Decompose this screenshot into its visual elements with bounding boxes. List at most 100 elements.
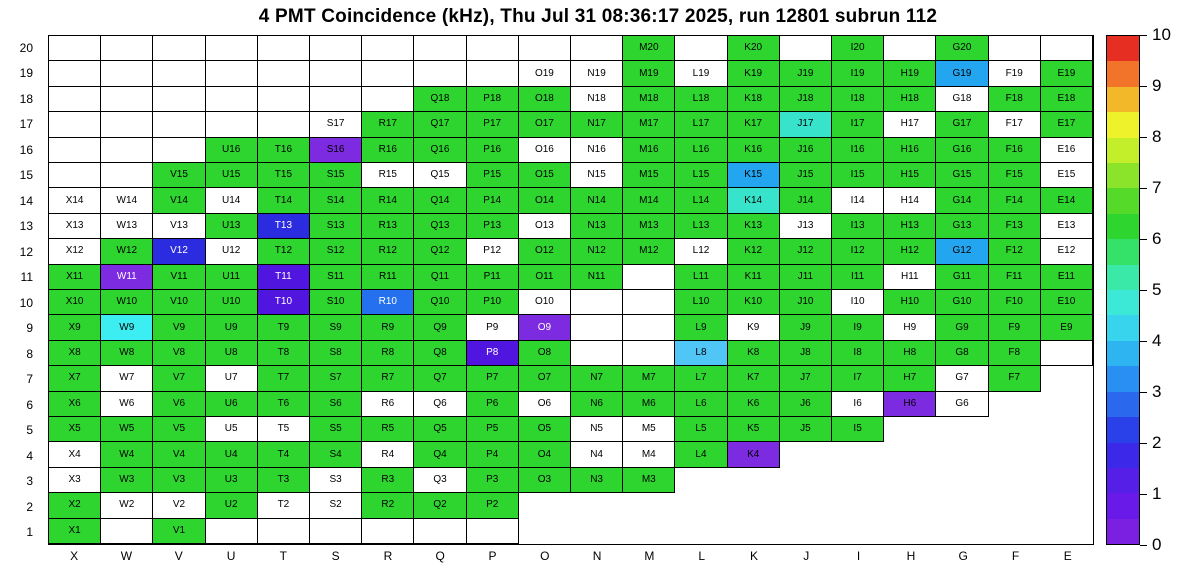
heatmap-cell-V11: V11 xyxy=(153,264,206,290)
heatmap-cell-J5: J5 xyxy=(779,416,832,443)
heatmap-cell-empty xyxy=(310,36,363,62)
no-cell xyxy=(1040,493,1093,519)
colorbar-tick-labels: 0 1 2 3 4 5 6 7 8 9 10 xyxy=(1152,25,1194,554)
heatmap-cell-S12: S12 xyxy=(310,239,363,265)
no-cell xyxy=(779,442,832,468)
heatmap-cell-R15: R15 xyxy=(362,162,415,189)
colorbar-segment xyxy=(1107,442,1139,468)
heatmap-cell-empty xyxy=(153,112,206,138)
heatmap-cell-empty xyxy=(623,315,676,341)
heatmap-cell-M18: M18 xyxy=(623,86,676,113)
heatmap-cell-O10: O10 xyxy=(518,289,571,316)
heatmap-cell-G20: G20 xyxy=(936,36,989,62)
heatmap-cell-K19: K19 xyxy=(727,61,780,87)
heatmap-cell-empty xyxy=(779,36,832,62)
heatmap-cell-M20: M20 xyxy=(623,36,676,62)
heatmap-cell-S11: S11 xyxy=(310,264,363,290)
heatmap-cell-W4: W4 xyxy=(101,442,154,468)
no-cell xyxy=(884,493,937,519)
heatmap-cell-S15: S15 xyxy=(310,162,363,189)
y-axis-label: 15 xyxy=(19,168,33,183)
heatmap-cell-E11: E11 xyxy=(1040,264,1093,290)
y-axis-label: 12 xyxy=(19,244,33,259)
heatmap-cell-J18: J18 xyxy=(779,86,832,113)
heatmap-cell-T2: T2 xyxy=(257,493,310,519)
heatmap-cell-J12: J12 xyxy=(779,239,832,265)
heatmap-cell-W9: W9 xyxy=(101,315,154,341)
heatmap-cell-R7: R7 xyxy=(362,366,415,392)
heatmap-cell-F8: F8 xyxy=(988,340,1041,367)
heatmap-cell-I6: I6 xyxy=(832,391,885,417)
heatmap-cell-R8: R8 xyxy=(362,340,415,367)
heatmap-cell-K15: K15 xyxy=(727,162,780,189)
heatmap-cell-Q5: Q5 xyxy=(414,416,467,443)
heatmap-cell-empty xyxy=(1040,340,1093,367)
heatmap-cell-T6: T6 xyxy=(257,391,310,417)
colorbar-tick-label: 4 xyxy=(1152,331,1162,350)
heatmap-cell-W12: W12 xyxy=(101,239,154,265)
heatmap-cell-E14: E14 xyxy=(1040,188,1093,214)
heatmap-cell-X8: X8 xyxy=(49,340,102,367)
heatmap-cell-O6: O6 xyxy=(518,391,571,417)
no-cell xyxy=(727,467,780,494)
heatmap-cell-U10: U10 xyxy=(205,289,258,316)
heatmap-cell-U14: U14 xyxy=(205,188,258,214)
heatmap-cell-empty xyxy=(205,112,258,138)
heatmap-cell-empty xyxy=(49,61,102,87)
heatmap-cell-K12: K12 xyxy=(727,239,780,265)
colorbar-tick-marks xyxy=(1140,35,1147,546)
heatmap-cell-P10: P10 xyxy=(466,289,519,316)
heatmap-cell-H17: H17 xyxy=(884,112,937,138)
heatmap-cell-O4: O4 xyxy=(518,442,571,468)
heatmap-cell-G12: G12 xyxy=(936,239,989,265)
heatmap-cell-X7: X7 xyxy=(49,366,102,392)
heatmap-cell-F9: F9 xyxy=(988,315,1041,341)
heatmap-cell-S9: S9 xyxy=(310,315,363,341)
heatmap-cell-O18: O18 xyxy=(518,86,571,113)
colorbar-segment xyxy=(1107,467,1139,494)
heatmap-cell-L8: L8 xyxy=(675,340,728,367)
heatmap-cell-T14: T14 xyxy=(257,188,310,214)
no-cell xyxy=(884,518,937,544)
heatmap-cell-P18: P18 xyxy=(466,86,519,113)
heatmap-cell-U16: U16 xyxy=(205,137,258,163)
heatmap-cell-K14: K14 xyxy=(727,188,780,214)
heatmap-cell-empty xyxy=(466,36,519,62)
heatmap-cell-I8: I8 xyxy=(832,340,885,367)
colorbar-tick-mark xyxy=(1140,188,1147,189)
heatmap-cell-K6: K6 xyxy=(727,391,780,417)
colorbar-segment xyxy=(1107,315,1139,341)
heatmap-cell-R4: R4 xyxy=(362,442,415,468)
heatmap-cell-Q13: Q13 xyxy=(414,213,467,240)
heatmap-cell-L15: L15 xyxy=(675,162,728,189)
heatmap-cell-empty xyxy=(310,518,363,544)
heatmap-cell-V8: V8 xyxy=(153,340,206,367)
heatmap-cell-J16: J16 xyxy=(779,137,832,163)
heatmap-cell-N17: N17 xyxy=(571,112,624,138)
x-axis-label: I xyxy=(856,549,861,563)
colorbar-tick-label: 8 xyxy=(1152,127,1162,146)
colorbar-segment xyxy=(1107,391,1139,418)
no-cell xyxy=(518,518,571,544)
heatmap-cell-T4: T4 xyxy=(257,442,310,468)
no-cell xyxy=(884,467,937,494)
heatmap-cell-F7: F7 xyxy=(988,366,1041,392)
colorbar-segment xyxy=(1107,61,1139,87)
x-axis-label: G xyxy=(958,549,968,563)
heatmap-cell-empty xyxy=(153,86,206,113)
heatmap-cell-empty xyxy=(571,289,624,316)
heatmap-cell-I16: I16 xyxy=(832,137,885,163)
heatmap-cell-H6: H6 xyxy=(884,391,937,417)
plot-title: 4 PMT Coincidence (kHz), Thu Jul 31 08:3… xyxy=(258,6,938,27)
x-axis-label: L xyxy=(698,549,706,563)
heatmap-cell-I9: I9 xyxy=(832,315,885,341)
y-axis-label: 17 xyxy=(19,117,33,132)
colorbar-tick-mark xyxy=(1140,137,1147,138)
colorbar-tick-mark xyxy=(1140,443,1147,444)
heatmap-cell-P3: P3 xyxy=(466,467,519,494)
no-cell xyxy=(988,493,1041,519)
heatmap-cell-O7: O7 xyxy=(518,366,571,392)
heatmap-cell-X1: X1 xyxy=(49,518,102,544)
heatmap-cell-X3: X3 xyxy=(49,467,102,494)
heatmap-cell-G13: G13 xyxy=(936,213,989,240)
